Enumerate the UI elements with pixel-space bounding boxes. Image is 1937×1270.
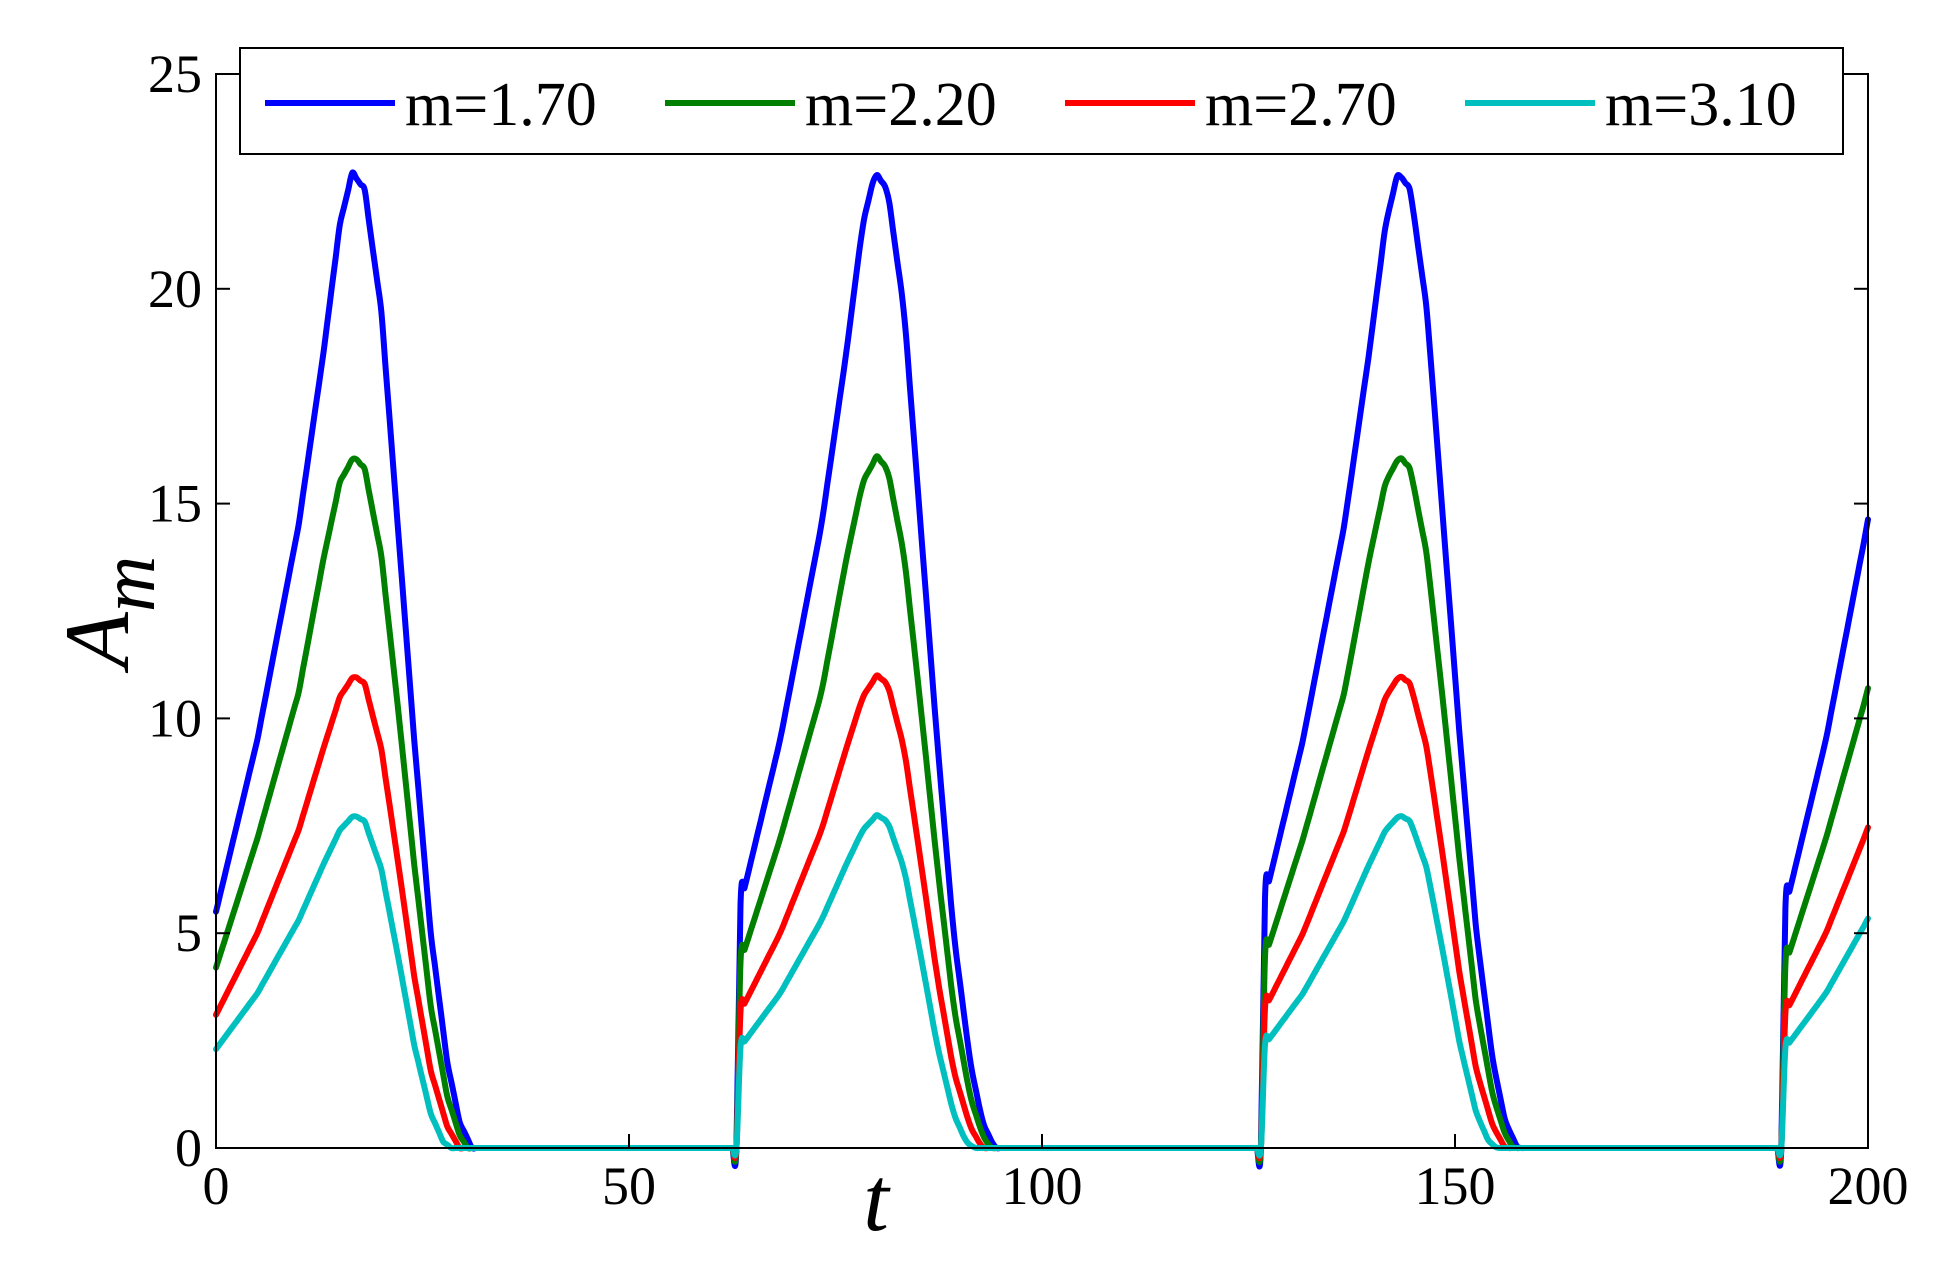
legend-label: m=2.70 — [1205, 71, 1397, 139]
svg-text:Am: Am — [46, 556, 171, 675]
y-tick-label: 15 — [148, 474, 202, 534]
series-layer — [213, 169, 1871, 1170]
y-axis-label-sub: m — [84, 556, 171, 612]
y-tick-label: 5 — [175, 903, 202, 963]
y-tick-label: 0 — [175, 1118, 202, 1178]
x-tick-label: 200 — [1828, 1156, 1909, 1216]
x-axis-label: t — [863, 1148, 891, 1250]
legend-label: m=2.20 — [805, 71, 997, 139]
y-axis-label: Am — [46, 556, 171, 675]
x-tick-label: 0 — [203, 1156, 230, 1216]
series-line-4 — [213, 812, 1871, 1159]
y-tick-label: 25 — [148, 44, 202, 104]
x-tick-label: 50 — [602, 1156, 656, 1216]
ticks-layer: 0 50 100 150 200 0 5 10 15 20 25 — [148, 44, 1909, 1216]
series-line-1 — [213, 169, 1871, 1170]
y-tick-label: 10 — [148, 688, 202, 748]
x-tick-label: 150 — [1415, 1156, 1496, 1216]
y-tick-label: 20 — [148, 259, 202, 319]
legend-label: m=3.10 — [1605, 71, 1797, 139]
series-line-3 — [213, 672, 1871, 1162]
plot-frame — [215, 73, 1869, 1149]
legend-label: m=1.70 — [405, 71, 597, 139]
series-line-2 — [213, 453, 1871, 1166]
legend: m=1.70 m=2.20 m=2.70 m=3.10 — [239, 47, 1844, 155]
x-tick-label: 100 — [1002, 1156, 1083, 1216]
y-axis-label-main: A — [46, 611, 148, 674]
